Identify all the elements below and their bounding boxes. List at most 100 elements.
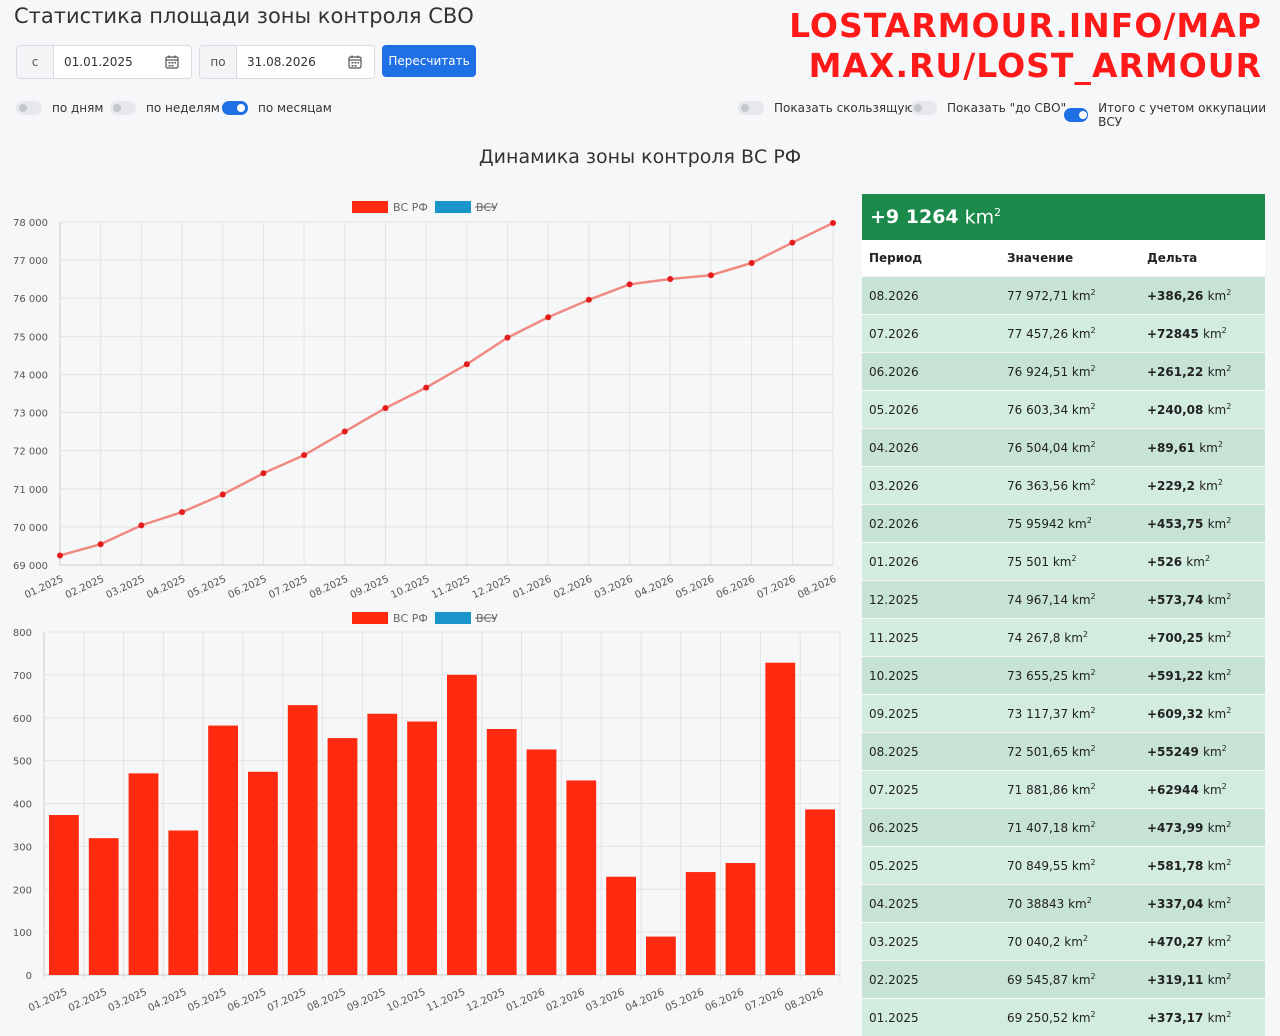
row-delta: +319,11 km2 bbox=[1140, 961, 1265, 999]
row-value: 69 545,87 km2 bbox=[1000, 961, 1140, 999]
to-date-value[interactable]: 31.08.2026 bbox=[237, 55, 344, 69]
toggle-by-months[interactable]: по месяцам bbox=[222, 101, 332, 115]
row-delta: +229,2 km2 bbox=[1140, 467, 1265, 505]
page-title: Статистика площади зоны контроля СВО bbox=[14, 4, 474, 28]
x-tick-label: 02.2025 bbox=[67, 987, 109, 1014]
row-period: 03.2026 bbox=[862, 467, 1000, 505]
x-tick-label: 07.2026 bbox=[743, 987, 785, 1014]
data-point bbox=[708, 272, 714, 278]
row-delta: +373,17 km2 bbox=[1140, 999, 1265, 1036]
switch-by-days[interactable] bbox=[16, 101, 42, 115]
data-point bbox=[423, 385, 429, 391]
x-tick-label: 02.2026 bbox=[544, 987, 586, 1014]
x-tick-label: 03.2026 bbox=[584, 987, 626, 1014]
x-tick-label: 12.2025 bbox=[465, 987, 507, 1014]
toggle-by-days[interactable]: по дням bbox=[16, 101, 103, 115]
watermark-line1: LOSTARMOUR.INFO/MAP bbox=[789, 6, 1262, 46]
x-tick-label: 03.2025 bbox=[107, 987, 149, 1014]
toggle-with-occupation[interactable]: Итого с учетом оккупации ВСУ bbox=[1064, 101, 1280, 129]
calendar-icon[interactable] bbox=[161, 51, 183, 73]
row-period: 01.2025 bbox=[862, 999, 1000, 1036]
from-date-field[interactable]: с 01.01.2025 bbox=[16, 45, 192, 79]
to-date-field[interactable]: по 31.08.2026 bbox=[199, 45, 375, 79]
switch-with-occupation[interactable] bbox=[1064, 108, 1088, 122]
x-tick-label: 02.2025 bbox=[64, 574, 106, 601]
row-delta: +55249 km2 bbox=[1140, 733, 1265, 771]
x-tick-label: 05.2025 bbox=[186, 574, 228, 601]
y-tick-label: 0 bbox=[26, 971, 32, 982]
row-period: 08.2025 bbox=[862, 733, 1000, 771]
bar bbox=[248, 772, 278, 975]
row-delta: +609,32 km2 bbox=[1140, 695, 1265, 733]
x-tick-label: 09.2025 bbox=[345, 987, 387, 1014]
data-point bbox=[179, 509, 185, 515]
x-tick-label: 01.2025 bbox=[23, 574, 65, 601]
x-tick-label: 11.2025 bbox=[430, 574, 472, 601]
row-period: 06.2026 bbox=[862, 353, 1000, 391]
bar bbox=[208, 726, 238, 975]
row-value: 74 967,14 km2 bbox=[1000, 581, 1140, 619]
bar bbox=[447, 675, 477, 975]
chart-title: Динамика зоны контроля ВС РФ bbox=[0, 146, 1280, 168]
bar bbox=[566, 780, 596, 975]
data-point bbox=[627, 281, 633, 287]
calendar-icon[interactable] bbox=[344, 51, 366, 73]
row-delta: +240,08 km2 bbox=[1140, 391, 1265, 429]
toggle-show-before[interactable]: Показать "до СВО" bbox=[911, 101, 1066, 115]
bar bbox=[765, 663, 795, 975]
row-value: 73 655,25 km2 bbox=[1000, 657, 1140, 695]
legend-swatch bbox=[352, 201, 388, 213]
y-tick-label: 400 bbox=[13, 800, 32, 811]
toggle-show-moving[interactable]: Показать скользящую bbox=[738, 101, 915, 115]
toggle-by-weeks[interactable]: по неделям bbox=[110, 101, 220, 115]
row-value: 76 924,51 km2 bbox=[1000, 353, 1140, 391]
x-tick-label: 11.2025 bbox=[425, 987, 467, 1014]
row-delta: +453,75 km2 bbox=[1140, 505, 1265, 543]
bar bbox=[646, 937, 676, 975]
row-period: 10.2025 bbox=[862, 657, 1000, 695]
stats-panel: +9 1264 km2 Период Значение Дельта 08.20… bbox=[862, 194, 1265, 1036]
switch-by-weeks[interactable] bbox=[110, 101, 136, 115]
bar bbox=[288, 705, 318, 975]
row-delta: +581,78 km2 bbox=[1140, 847, 1265, 885]
from-date-value[interactable]: 01.01.2025 bbox=[54, 55, 161, 69]
recalculate-button[interactable]: Пересчитать bbox=[382, 45, 476, 77]
y-tick-label: 100 bbox=[13, 928, 32, 939]
row-delta: +700,25 km2 bbox=[1140, 619, 1265, 657]
switch-show-before[interactable] bbox=[911, 101, 937, 115]
x-tick-label: 09.2025 bbox=[349, 574, 391, 601]
row-value: 70 38843 km2 bbox=[1000, 885, 1140, 923]
y-tick-label: 200 bbox=[13, 885, 32, 896]
x-tick-label: 04.2025 bbox=[145, 574, 187, 601]
y-tick-label: 72 000 bbox=[13, 447, 48, 458]
col-delta: Дельта bbox=[1140, 240, 1265, 277]
x-tick-label: 06.2026 bbox=[704, 987, 746, 1014]
x-tick-label: 12.2025 bbox=[471, 574, 513, 601]
y-tick-label: 70 000 bbox=[13, 523, 48, 534]
x-tick-label: 08.2025 bbox=[308, 574, 350, 601]
data-point bbox=[586, 297, 592, 303]
row-delta: +261,22 km2 bbox=[1140, 353, 1265, 391]
bar bbox=[606, 877, 636, 975]
switch-show-moving[interactable] bbox=[738, 101, 764, 115]
data-point bbox=[220, 492, 226, 498]
bar bbox=[49, 815, 79, 975]
row-value: 75 501 km2 bbox=[1000, 543, 1140, 581]
switch-by-months[interactable] bbox=[222, 101, 248, 115]
toggle-show-before-label: Показать "до СВО" bbox=[947, 101, 1066, 115]
bar bbox=[168, 830, 198, 975]
data-point bbox=[260, 470, 266, 476]
x-tick-label: 01.2026 bbox=[505, 987, 547, 1014]
bar bbox=[407, 722, 437, 975]
row-period: 08.2026 bbox=[862, 277, 1000, 315]
row-delta: +470,27 km2 bbox=[1140, 923, 1265, 961]
y-tick-label: 300 bbox=[13, 842, 32, 853]
